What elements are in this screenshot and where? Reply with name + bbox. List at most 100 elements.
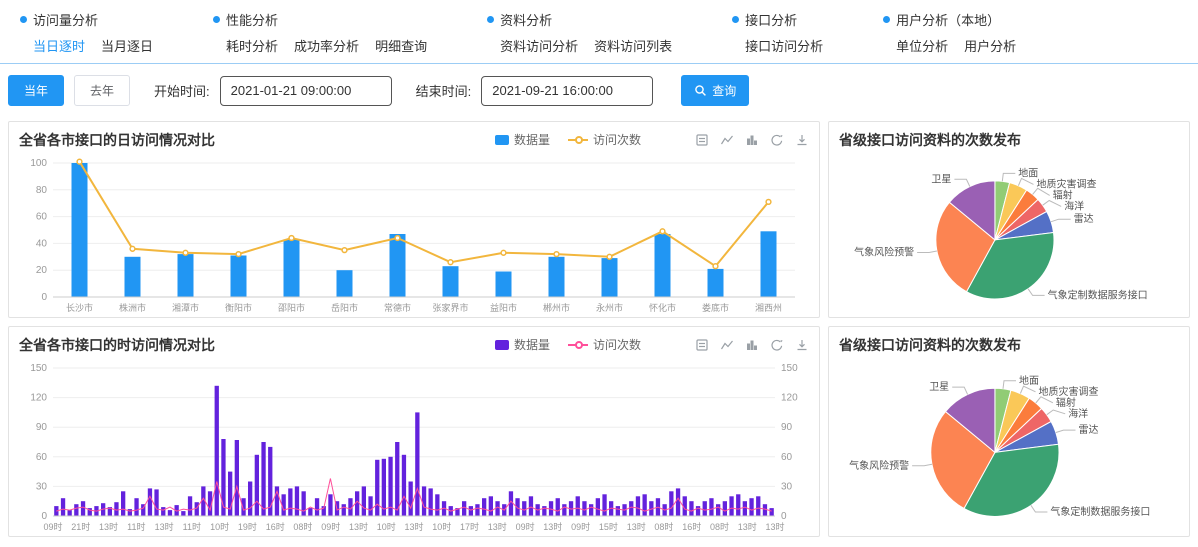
svg-text:13时: 13时 xyxy=(627,521,646,532)
province-pie-panel-top: 省级接口访问资料的次数发布 地面地质灾害调查辐射海洋雷达气象定制数据服务接口气象… xyxy=(828,121,1190,318)
restore-icon[interactable] xyxy=(770,133,784,147)
nav-group-traffic: 访问量分析 当日逐时 当月逐日 xyxy=(20,10,153,55)
svg-text:13时: 13时 xyxy=(155,521,174,532)
chart-toolbox xyxy=(695,338,809,352)
panel-title: 省级接口访问资料的次数发布 xyxy=(839,335,1021,355)
svg-text:辐射: 辐射 xyxy=(1056,396,1076,409)
bar-chart-icon[interactable] xyxy=(745,133,759,147)
legend-item-visits[interactable]: 访问次数 xyxy=(568,131,641,148)
svg-text:雷达: 雷达 xyxy=(1079,424,1099,436)
svg-text:10时: 10时 xyxy=(377,521,396,532)
hourly-bar-line-chart: 0030306060909012012015015009时21时13时11时13… xyxy=(17,358,811,536)
nav-link-unit-analysis[interactable]: 单位分析 xyxy=(896,36,948,55)
svg-text:120: 120 xyxy=(30,393,47,404)
bar-chart-icon[interactable] xyxy=(745,338,759,352)
svg-text:09时: 09时 xyxy=(516,521,535,532)
bullet-icon xyxy=(213,16,220,23)
svg-text:120: 120 xyxy=(781,393,798,404)
panel-title: 全省各市接口的日访问情况对比 xyxy=(19,130,215,150)
svg-text:19时: 19时 xyxy=(238,521,257,532)
data-view-icon[interactable] xyxy=(695,338,709,352)
search-button[interactable]: 查询 xyxy=(681,75,749,106)
svg-text:13时: 13时 xyxy=(349,521,368,532)
svg-text:08时: 08时 xyxy=(710,521,729,532)
nav-group-material: 资料分析 资料访问分析 资料访问列表 xyxy=(487,10,672,55)
download-icon[interactable] xyxy=(795,133,809,147)
nav-group-title: 性能分析 xyxy=(226,10,278,29)
svg-text:地质灾害调查: 地质灾害调查 xyxy=(1039,385,1099,398)
restore-icon[interactable] xyxy=(770,338,784,352)
download-icon[interactable] xyxy=(795,338,809,352)
legend-item-data-volume[interactable]: 数据量 xyxy=(495,336,550,353)
svg-text:0: 0 xyxy=(41,511,47,522)
line-series-swatch xyxy=(568,139,588,141)
svg-text:30: 30 xyxy=(781,481,793,492)
chart-toolbox xyxy=(695,133,809,147)
svg-text:16时: 16时 xyxy=(682,521,701,532)
svg-text:气象风险预警: 气象风险预警 xyxy=(849,459,909,472)
svg-text:永州市: 永州市 xyxy=(596,302,623,313)
end-time-input[interactable] xyxy=(481,76,653,106)
svg-text:邵阳市: 邵阳市 xyxy=(278,302,305,313)
svg-text:10时: 10时 xyxy=(210,521,229,532)
nav-link-user-analysis[interactable]: 用户分析 xyxy=(964,36,1016,55)
legend-item-visits[interactable]: 访问次数 xyxy=(568,336,641,353)
svg-text:09时: 09时 xyxy=(571,521,590,532)
svg-text:08时: 08时 xyxy=(654,521,673,532)
svg-text:60: 60 xyxy=(781,452,793,463)
nav-link-material-access-analysis[interactable]: 资料访问分析 xyxy=(500,36,578,55)
svg-text:90: 90 xyxy=(781,422,793,433)
svg-text:地面: 地面 xyxy=(1019,374,1039,387)
bullet-icon xyxy=(732,16,739,23)
start-time-input[interactable] xyxy=(220,76,392,106)
daily-chart-panel: 全省各市接口的日访问情况对比 数据量 访问次数 xyxy=(8,121,820,318)
svg-text:60: 60 xyxy=(36,452,48,463)
svg-text:怀化市: 怀化市 xyxy=(649,302,676,313)
svg-text:11时: 11时 xyxy=(183,521,201,532)
svg-text:雷达: 雷达 xyxy=(1074,213,1094,225)
nav-link-success-rate[interactable]: 成功率分析 xyxy=(294,36,359,55)
svg-text:卫星: 卫星 xyxy=(931,173,951,185)
svg-text:长沙市: 长沙市 xyxy=(66,302,93,313)
svg-text:16时: 16时 xyxy=(266,521,285,532)
svg-text:湘潭市: 湘潭市 xyxy=(172,302,199,313)
dashboard-content: 全省各市接口的日访问情况对比 数据量 访问次数 xyxy=(0,115,1198,537)
svg-text:08时: 08时 xyxy=(293,521,312,532)
last-year-button[interactable]: 去年 xyxy=(74,75,130,106)
nav-link-interface-access-analysis[interactable]: 接口访问分析 xyxy=(745,36,823,55)
line-chart-icon[interactable] xyxy=(720,133,734,147)
daily-bar-line-chart: 020406080100长沙市株洲市湘潭市衡阳市邵阳市岳阳市常德市张家界市益阳市… xyxy=(17,153,811,317)
svg-text:40: 40 xyxy=(36,238,48,249)
line-chart-icon[interactable] xyxy=(720,338,734,352)
svg-text:地质灾害调查: 地质灾害调查 xyxy=(1037,177,1097,190)
data-view-icon[interactable] xyxy=(695,133,709,147)
svg-text:常德市: 常德市 xyxy=(384,302,411,313)
svg-text:15时: 15时 xyxy=(599,521,618,532)
svg-text:13时: 13时 xyxy=(99,521,118,532)
start-time-label: 开始时间: xyxy=(154,81,210,100)
this-year-button[interactable]: 当年 xyxy=(8,75,64,106)
search-icon xyxy=(694,84,707,97)
bullet-icon xyxy=(487,16,494,23)
nav-link-daily-month[interactable]: 当月逐日 xyxy=(101,36,153,55)
svg-text:气象风险预警: 气象风险预警 xyxy=(854,246,914,259)
legend-item-data-volume[interactable]: 数据量 xyxy=(495,131,550,148)
svg-text:张家界市: 张家界市 xyxy=(432,302,468,313)
svg-text:100: 100 xyxy=(30,158,47,169)
svg-text:20: 20 xyxy=(36,265,48,276)
nav-group-title: 用户分析（本地） xyxy=(896,10,1000,29)
nav-link-hourly-today[interactable]: 当日逐时 xyxy=(33,36,85,55)
svg-text:17时: 17时 xyxy=(460,521,479,532)
bullet-icon xyxy=(883,16,890,23)
bar-series-swatch xyxy=(495,135,509,145)
nav-link-material-access-list[interactable]: 资料访问列表 xyxy=(594,36,672,55)
svg-text:0: 0 xyxy=(781,511,787,522)
svg-text:郴州市: 郴州市 xyxy=(543,302,570,313)
nav-link-detail-query[interactable]: 明细查询 xyxy=(375,36,427,55)
end-time-label: 结束时间: xyxy=(416,81,472,100)
nav-link-time-cost[interactable]: 耗时分析 xyxy=(226,36,278,55)
svg-text:150: 150 xyxy=(30,363,47,374)
svg-text:10时: 10时 xyxy=(432,521,451,532)
svg-text:09时: 09时 xyxy=(43,521,62,532)
bullet-icon xyxy=(20,16,27,23)
